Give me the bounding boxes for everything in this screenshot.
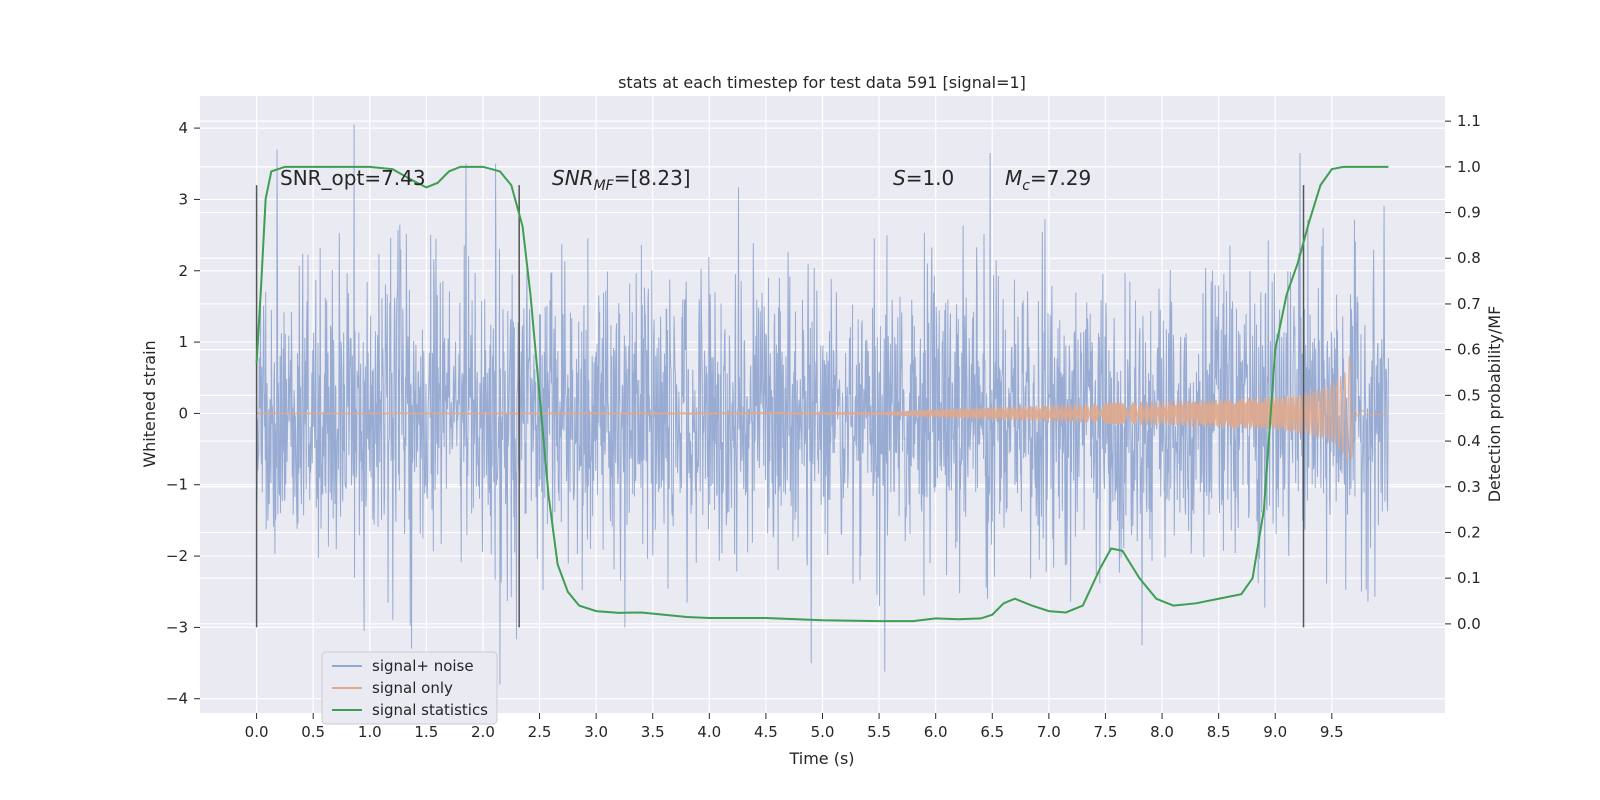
x-tick-label-9: 4.5: [754, 723, 778, 741]
y-right-tick-label-6: 0.5: [1457, 386, 1481, 404]
x-tick-label-8: 4.0: [697, 723, 721, 741]
vertical-markers: [255, 185, 1305, 628]
y-right-tick-label-8: 0.3: [1457, 478, 1481, 496]
y-left-tick-label-2: 2: [178, 262, 188, 280]
x-axis-label: Time (s): [788, 749, 854, 768]
y-right-axis-label: Detection probability/MF: [1485, 306, 1504, 503]
x-tick-label-3: 1.5: [414, 723, 438, 741]
y-right-tick-label-0: 1.1: [1457, 112, 1481, 130]
y-left-tick-label-1: 3: [178, 190, 188, 208]
y-left-axis-ticks: 4 3 2 1 0 −1 −2 −3 −4: [166, 119, 200, 708]
x-tick-label-1: 0.5: [301, 723, 325, 741]
x-tick-label-10: 5.0: [811, 723, 835, 741]
y-right-tick-label-10: 0.1: [1457, 569, 1481, 587]
y-right-axis-ticks: 1.1 1.0 0.9 0.8 0.7 0.6 0.5 0.4 0.3 0.2 0.1 0.0: [1445, 112, 1481, 633]
y-left-tick-label-8: −4: [166, 690, 188, 708]
x-tick-label-0: 0.0: [245, 723, 269, 741]
annotation-snr-mf: SNRMF=[8.23]: [552, 166, 691, 194]
legend-box: [321, 651, 498, 725]
annotation-snr-opt: SNR_opt=7.43: [280, 166, 426, 190]
legend-label-signal: signal only: [372, 679, 453, 697]
legend: signal+ noise signal only signal statist…: [321, 651, 498, 725]
annotation-mc: Mc=7.29: [1005, 166, 1091, 194]
y-left-tick-label-4: 0: [178, 404, 188, 422]
y-right-tick-label-4: 0.7: [1457, 295, 1481, 313]
x-tick-label-16: 8.0: [1150, 723, 1174, 741]
y-left-tick-label-7: −3: [166, 618, 188, 636]
x-tick-label-18: 9.0: [1263, 723, 1287, 741]
signal-statistics-series: [255, 165, 1389, 623]
y-left-tick-label-6: −2: [166, 547, 188, 565]
noise-line: [256, 124, 1389, 685]
legend-label-statistics: signal statistics: [372, 701, 488, 719]
x-tick-label-19: 9.5: [1320, 723, 1344, 741]
x-tick-label-17: 8.5: [1207, 723, 1231, 741]
signal-only-series: [256, 355, 1389, 463]
y-right-tick-label-2: 0.9: [1457, 204, 1481, 222]
signal-only-line: [256, 355, 1389, 463]
x-tick-label-12: 6.0: [924, 723, 948, 741]
legend-label-noise: signal+ noise: [372, 657, 474, 675]
annotation-s: S=1.0: [893, 166, 954, 190]
y-right-tick-label-11: 0.0: [1457, 615, 1481, 633]
y-left-axis-title: Whitened strain: [140, 340, 159, 467]
y-left-tick-label-5: −1: [166, 476, 188, 494]
x-tick-label-11: 5.5: [867, 723, 891, 741]
y-right-tick-label-3: 0.8: [1457, 249, 1481, 267]
x-tick-label-4: 2.0: [471, 723, 495, 741]
x-tick-label-7: 3.5: [641, 723, 665, 741]
y-right-tick-label-7: 0.4: [1457, 432, 1481, 450]
y-right-tick-label-1: 1.0: [1457, 158, 1481, 176]
x-tick-label-15: 7.5: [1094, 723, 1118, 741]
x-tick-label-13: 6.5: [980, 723, 1004, 741]
y-left-tick-label-0: 4: [178, 119, 188, 137]
y-left-tick-label-3: 1: [178, 333, 188, 351]
x-tick-label-14: 7.0: [1037, 723, 1061, 741]
noise-series: [256, 124, 1389, 685]
chart-title: stats at each timestep for test data 591…: [618, 73, 1026, 92]
signal-statistics-line: [255, 165, 1389, 623]
x-tick-label-5: 2.5: [528, 723, 552, 741]
x-tick-label-2: 1.0: [358, 723, 382, 741]
x-tick-label-6: 3.0: [584, 723, 608, 741]
y-right-tick-label-5: 0.6: [1457, 341, 1481, 359]
y-right-tick-label-9: 0.2: [1457, 523, 1481, 541]
x-axis-ticks: 0.0 0.5 1.0 1.5 2.0 2.5 3.0 3.5 4.0 4.5 5.0 5.5 6.0 6…: [245, 713, 1344, 741]
